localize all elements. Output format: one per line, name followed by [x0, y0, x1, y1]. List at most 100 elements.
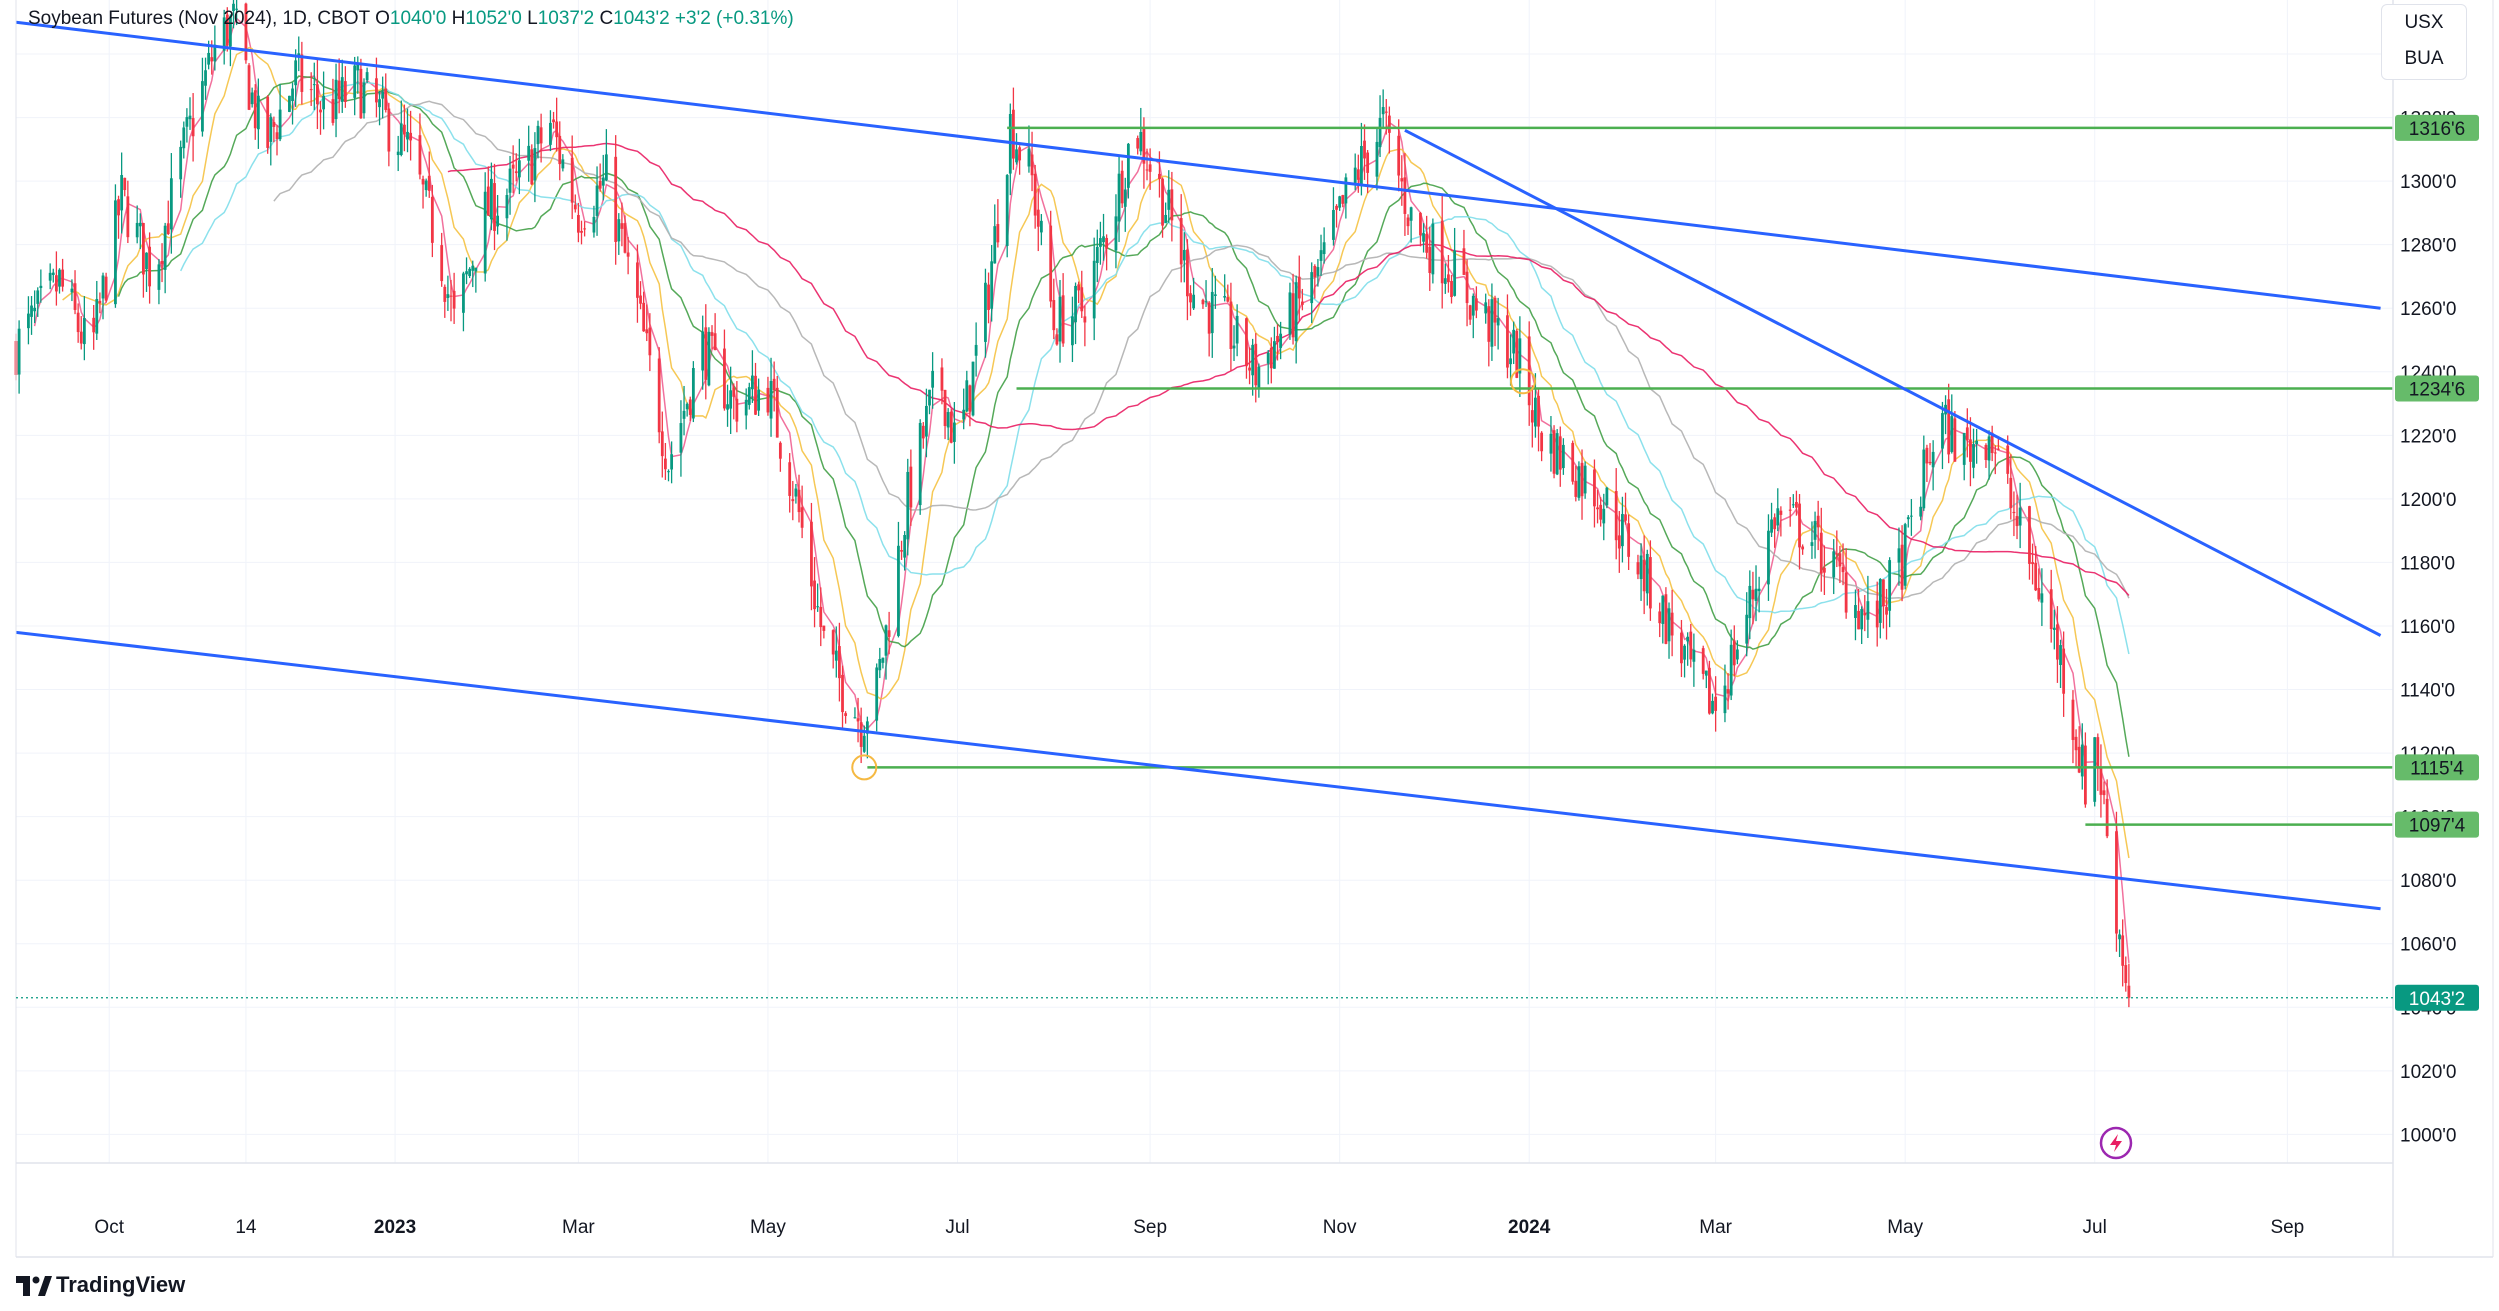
- trendlines[interactable]: [15, 20, 2382, 911]
- candle-body: [1822, 567, 1826, 573]
- candle-body: [1599, 504, 1603, 520]
- tradingview-logo[interactable]: TradingView: [16, 1272, 185, 1298]
- candle-body: [1036, 209, 1040, 227]
- candle-body: [766, 387, 770, 413]
- candle-body: [1602, 508, 1606, 524]
- candle-body: [1049, 225, 1053, 302]
- currency-selector[interactable]: USX BUA: [2381, 4, 2467, 80]
- candle-body: [1645, 553, 1649, 594]
- candle-body: [1213, 294, 1217, 296]
- level-badge: [2395, 375, 2479, 402]
- candle-body: [424, 180, 428, 191]
- brand-name: TradingView: [56, 1272, 186, 1297]
- candle-body: [1440, 220, 1444, 284]
- candle-body: [1226, 297, 1230, 302]
- candle-body: [1030, 154, 1034, 176]
- currency-primary[interactable]: USX: [2404, 12, 2444, 33]
- candle-body: [993, 226, 997, 264]
- candle-body: [1039, 220, 1043, 233]
- candle-body: [1493, 297, 1497, 323]
- candle-body: [1468, 305, 1472, 320]
- candle-body: [244, 3, 248, 61]
- candle-body: [228, 16, 232, 47]
- candle-body: [148, 246, 152, 287]
- open-label: O: [375, 8, 390, 29]
- candle-body: [1313, 266, 1317, 278]
- candle-body: [514, 171, 518, 174]
- candle-body: [2009, 477, 2013, 509]
- candle-body: [232, 3, 235, 12]
- candle-body: [533, 148, 537, 181]
- candle-body: [169, 178, 173, 230]
- candle-body: [949, 411, 953, 443]
- candle-body: [1353, 167, 1357, 184]
- candle-body: [2034, 562, 2038, 591]
- candle-body: [1711, 700, 1714, 714]
- trendline: [15, 630, 2381, 911]
- candle-body: [2105, 798, 2109, 837]
- candle-body: [157, 264, 161, 290]
- candle-body: [794, 488, 798, 497]
- candle-body: [1425, 233, 1429, 253]
- currency-secondary[interactable]: BUA: [2404, 48, 2444, 69]
- candle-body: [1179, 218, 1183, 265]
- candle-body: [1664, 594, 1668, 644]
- candle-body: [1375, 141, 1379, 177]
- candle-body: [1661, 595, 1665, 624]
- candle-body: [757, 389, 761, 411]
- candle-body: [1732, 640, 1736, 666]
- candle-body: [1406, 217, 1410, 227]
- candle-body: [1291, 293, 1295, 338]
- candle-body: [530, 149, 534, 185]
- candle-body: [1723, 685, 1727, 714]
- candle-body: [1975, 440, 1979, 445]
- candle-body: [353, 65, 357, 98]
- y-tick-label: 1200'0: [2400, 490, 2456, 511]
- candle-body: [1953, 418, 1957, 462]
- candle-body: [1335, 205, 1338, 210]
- candle-body: [1018, 147, 1022, 161]
- candle-body: [1245, 318, 1248, 367]
- candle-body: [971, 361, 975, 416]
- candle-body: [384, 88, 388, 110]
- ma-line-ma_magenta: [447, 142, 2130, 596]
- candle-body: [1509, 358, 1512, 365]
- candle-body: [1400, 178, 1404, 182]
- candle-body: [1518, 338, 1522, 374]
- x-tick-label: 14: [235, 1217, 257, 1238]
- horizontal-levels[interactable]: [867, 126, 2393, 826]
- candle-body: [570, 157, 574, 203]
- candle-body: [1210, 291, 1214, 334]
- candle-body: [1120, 170, 1124, 204]
- ma-line-ma_fast: [33, 17, 2130, 963]
- candle-body: [409, 132, 413, 141]
- candle-body: [253, 90, 257, 129]
- candle-body: [138, 222, 142, 227]
- candle-body: [1593, 469, 1596, 507]
- change-value: +3'2 (+0.31%): [674, 8, 794, 29]
- candle-body: [797, 489, 801, 513]
- candle-body: [114, 200, 117, 305]
- candle-body: [517, 160, 521, 178]
- candle-body: [2102, 790, 2106, 796]
- candle-body: [101, 275, 105, 299]
- candle-body: [250, 92, 254, 105]
- candle-body: [2080, 744, 2084, 777]
- candle-body: [1857, 610, 1860, 630]
- candle-body: [2015, 516, 2019, 527]
- candle-body: [166, 223, 170, 235]
- candle-body: [58, 269, 61, 287]
- lightning-icon[interactable]: [2099, 1126, 2133, 1160]
- candle-body: [1704, 670, 1708, 676]
- y-tick-label: 1000'0: [2400, 1125, 2456, 1146]
- candle-body: [269, 117, 273, 142]
- candle-body: [1708, 667, 1711, 714]
- candle-body: [1767, 530, 1770, 585]
- ma-line-ma_gray: [273, 100, 2130, 600]
- candle-body: [639, 295, 642, 304]
- candle-body: [642, 302, 646, 332]
- candle-body: [1947, 399, 1951, 455]
- candle-body: [1928, 461, 1932, 464]
- candle-body: [1987, 436, 1991, 461]
